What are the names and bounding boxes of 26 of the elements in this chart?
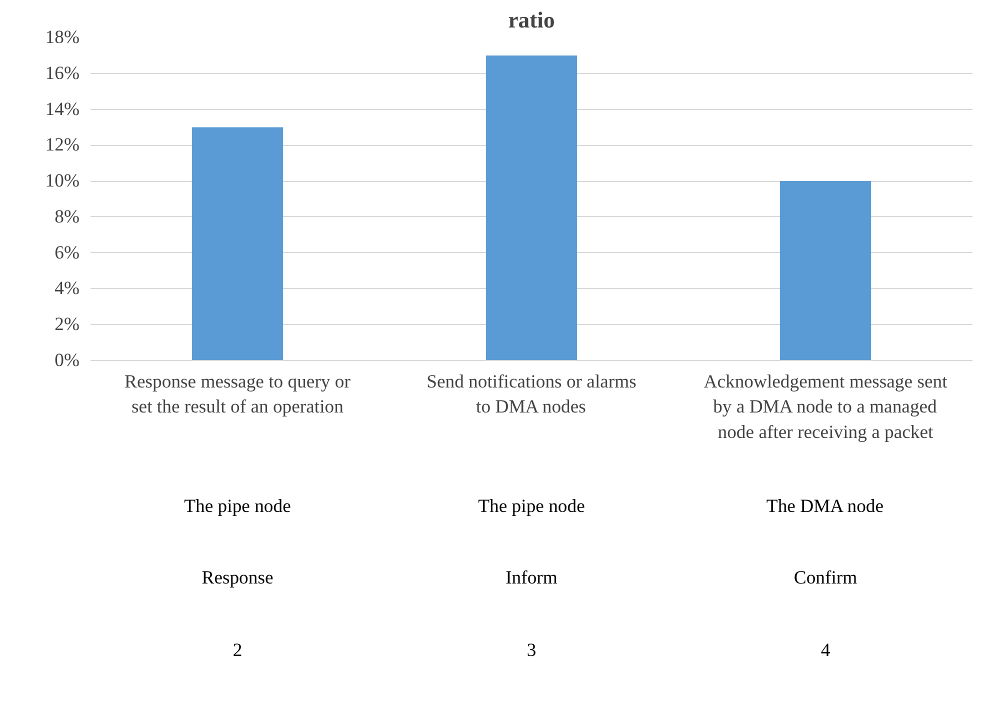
y-tick-label: 6% bbox=[54, 242, 80, 264]
y-tick-label: 14% bbox=[45, 98, 80, 120]
text: 4 bbox=[820, 640, 831, 662]
text: Response bbox=[202, 568, 274, 588]
text: The DMA node bbox=[766, 496, 884, 517]
x-tick-label: Acknowledgement message sent by a DMA node to a managed node after receiving a packet bbox=[704, 372, 948, 443]
text: The pipe node bbox=[184, 496, 291, 517]
text: Confirm bbox=[794, 568, 858, 588]
y-tick-label: 12% bbox=[45, 134, 80, 156]
y-tick-label: 0% bbox=[54, 350, 80, 371]
chart-title: ratio bbox=[508, 8, 555, 32]
y-tick-label: 18% bbox=[45, 27, 80, 48]
y-tick-label: 10% bbox=[45, 170, 80, 192]
bar bbox=[192, 127, 284, 360]
text: Inform bbox=[506, 568, 558, 588]
y-tick-label: 2% bbox=[54, 314, 80, 336]
y-tick-label: 8% bbox=[54, 206, 80, 228]
text: 2 bbox=[232, 640, 242, 662]
x-tick-label: Response message to query or set the result of an operation bbox=[124, 372, 352, 418]
text: The pipe node bbox=[478, 496, 585, 517]
y-tick-label: 4% bbox=[54, 278, 80, 300]
bar bbox=[486, 55, 578, 360]
bar bbox=[780, 181, 872, 360]
text: 3 bbox=[526, 640, 536, 662]
x-tick-label: Send notifications or alarms to DMA nodes bbox=[426, 372, 636, 418]
y-tick-label: 16% bbox=[45, 62, 80, 84]
